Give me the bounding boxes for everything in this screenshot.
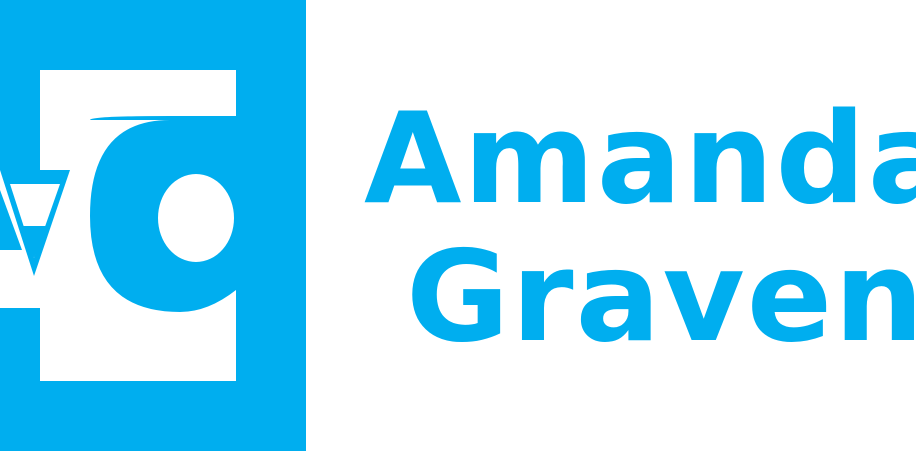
wordmark: Amanda Graven xyxy=(364,85,916,360)
ag-monogram-icon xyxy=(0,0,306,451)
logo-letter-g xyxy=(90,116,304,312)
logo-inner-panel xyxy=(40,70,236,106)
brand-name-last: Graven xyxy=(406,223,916,370)
pencil-icon xyxy=(0,170,70,276)
brand-name-first: Amanda xyxy=(364,85,916,232)
